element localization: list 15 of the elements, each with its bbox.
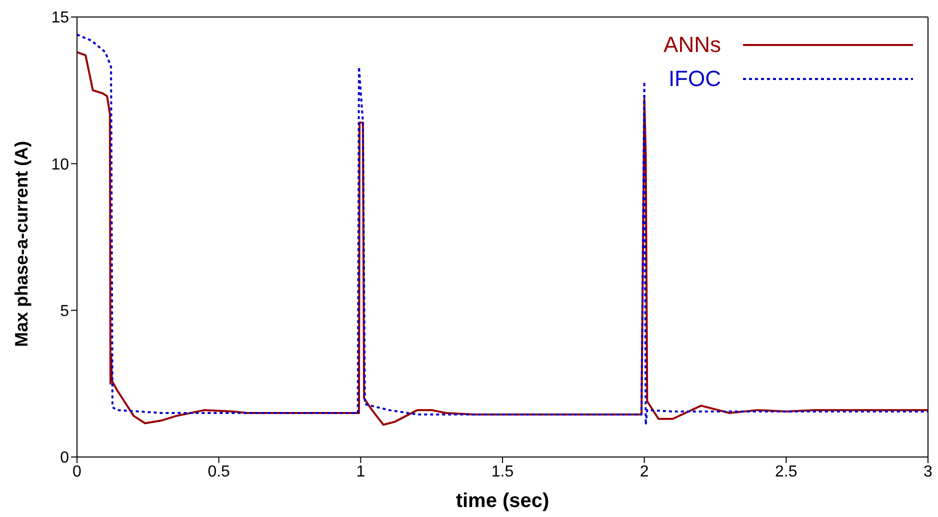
x-tick-label: 1 <box>356 463 366 480</box>
y-tick-label: 5 <box>60 303 70 320</box>
x-axis-title: time (sec) <box>456 490 550 512</box>
series-label: IFOC <box>668 66 721 92</box>
x-tick-label: 2 <box>640 463 649 480</box>
x-tick-label: 0.5 <box>208 463 230 480</box>
y-tick-label: 0 <box>60 450 70 467</box>
y-tick-label: 10 <box>51 156 70 174</box>
x-tick-label: 2.5 <box>775 463 798 480</box>
y-axis-title: Max phase-a-current (A) <box>11 140 32 347</box>
x-tick-label: 1.5 <box>491 463 514 480</box>
x-tick-label: 3 <box>924 463 933 480</box>
text: ANNs <box>664 32 721 58</box>
x-tick-label: 0 <box>72 463 82 480</box>
y-tick-label: 15 <box>51 10 70 27</box>
